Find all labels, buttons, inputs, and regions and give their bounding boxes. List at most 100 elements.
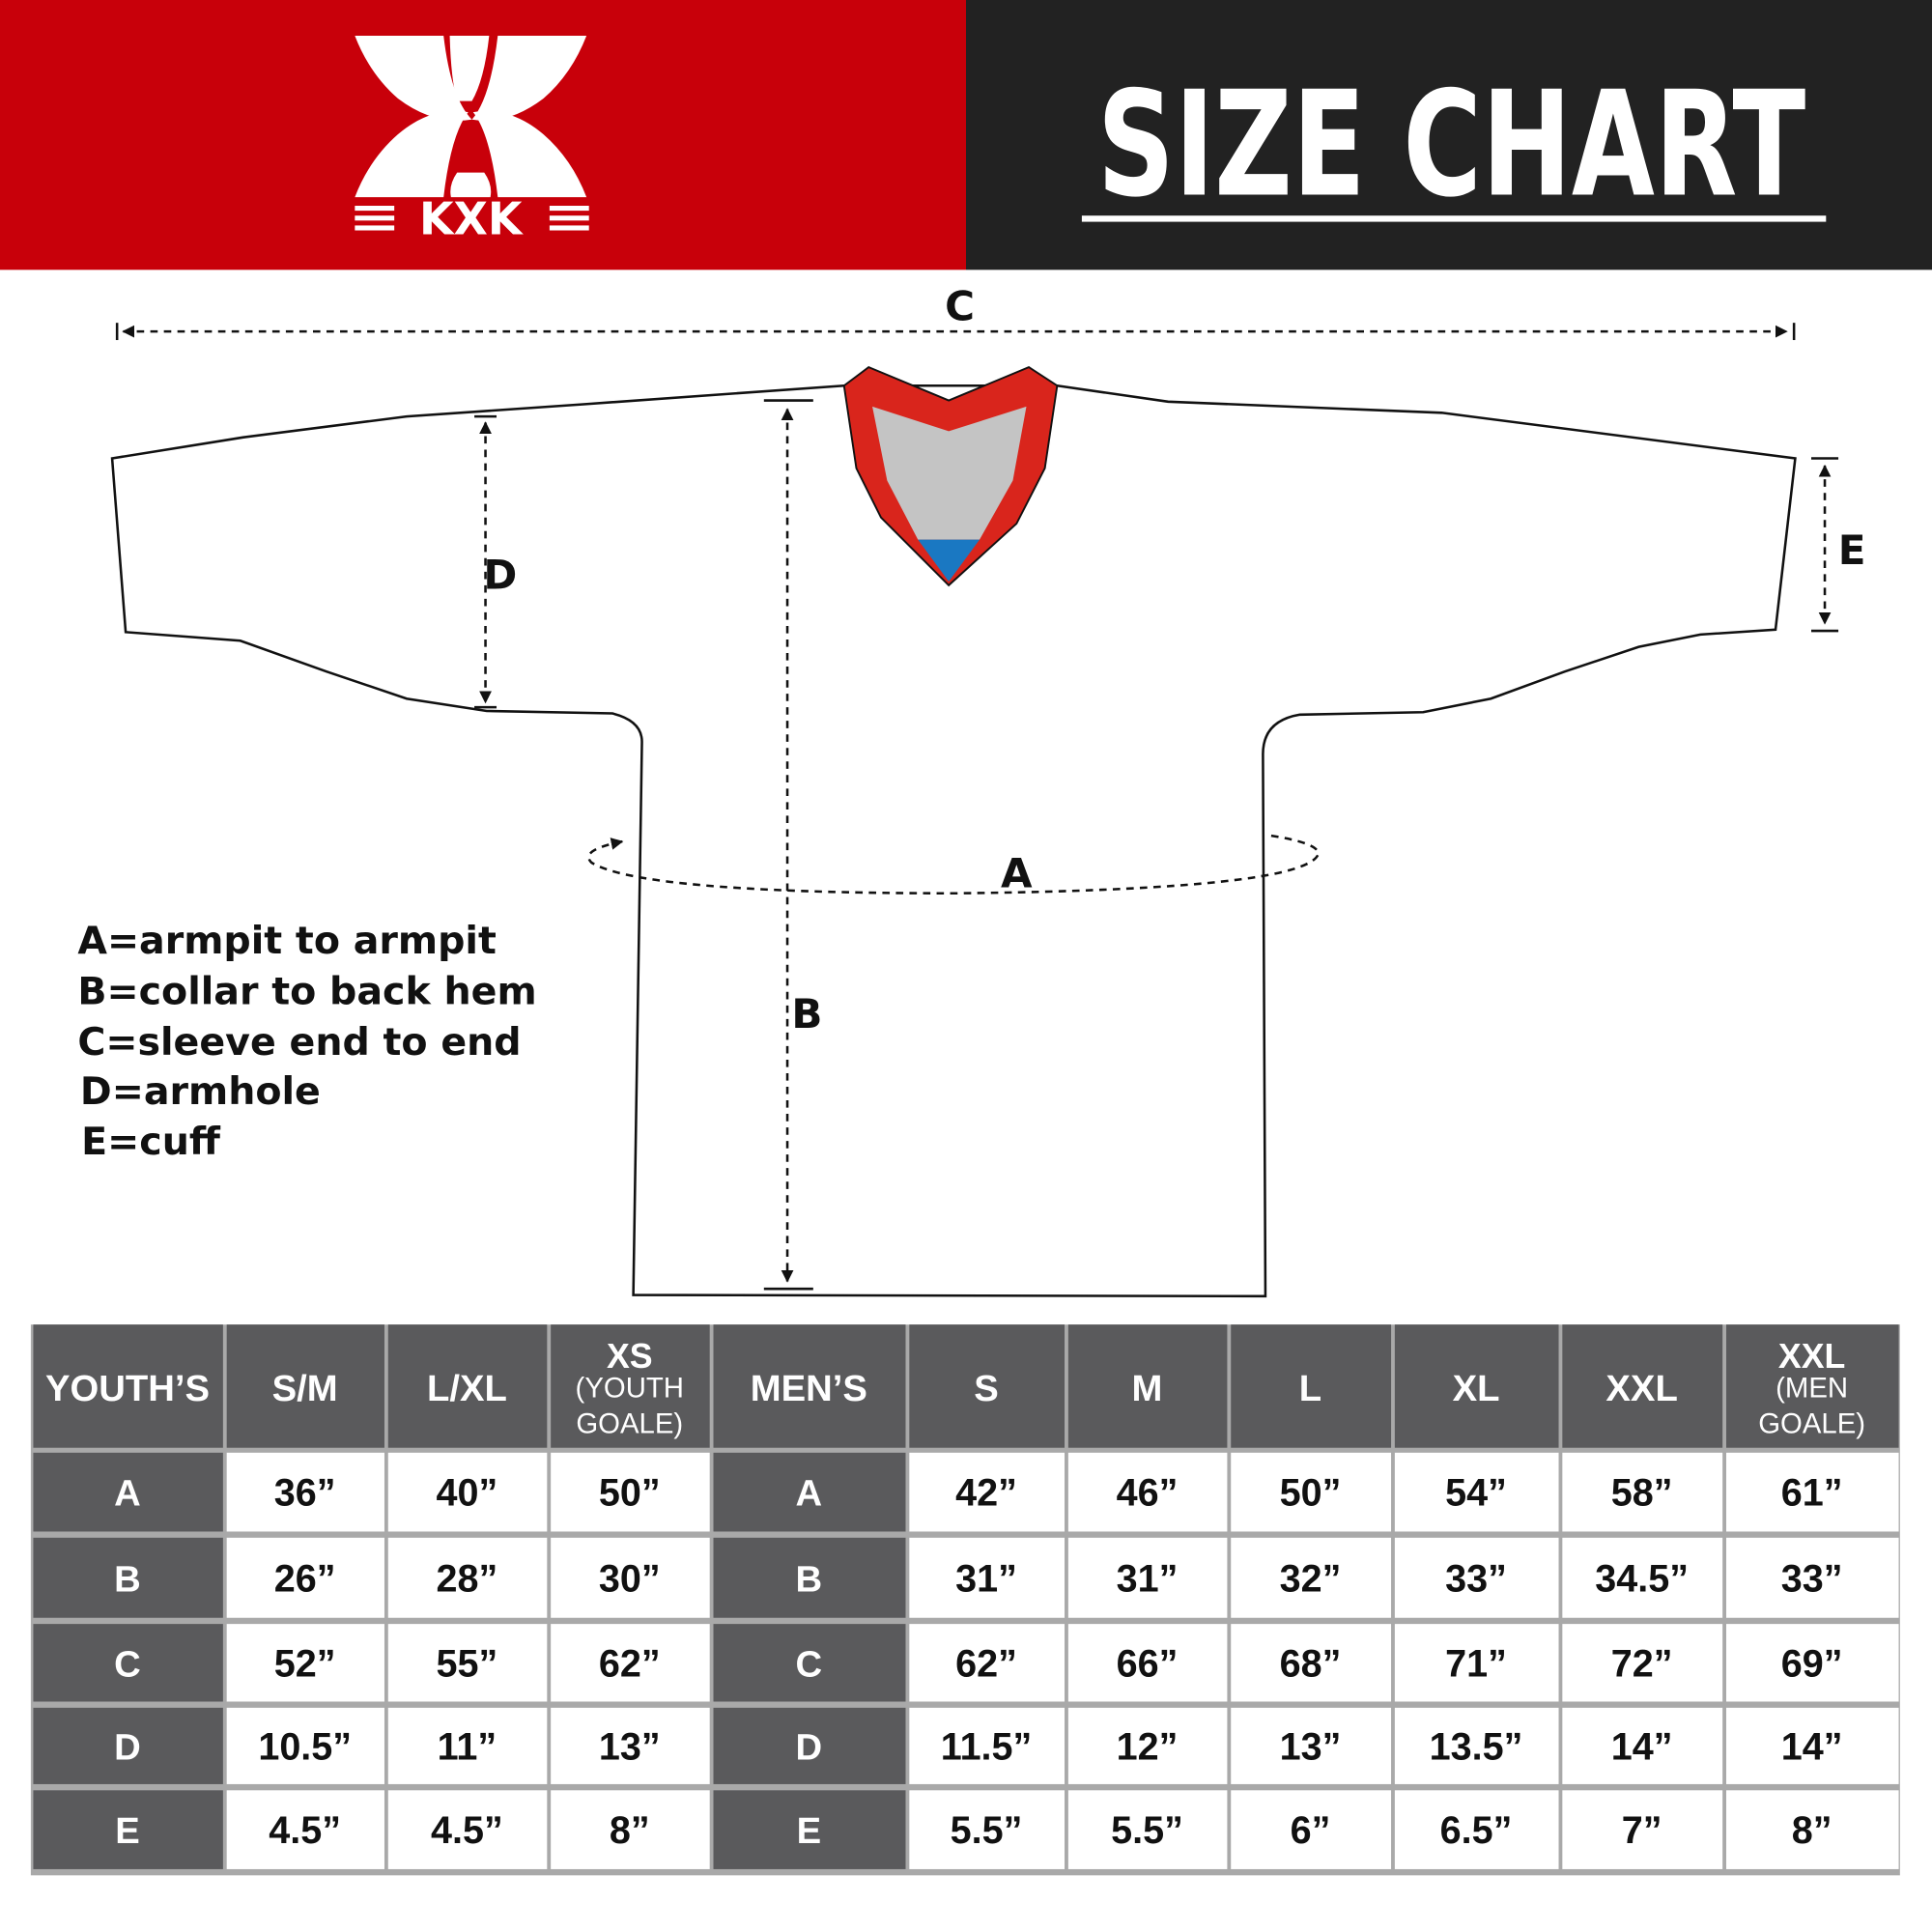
row-label-cell	[713, 1537, 906, 1618]
cell-value: 30”	[599, 1557, 661, 1600]
header-sublabel: GOALE)	[1758, 1407, 1865, 1439]
header-label: S/M	[272, 1368, 338, 1409]
row-label: E	[115, 1810, 140, 1852]
legend-item: A=armpit to armpit	[77, 919, 497, 963]
cell-value: 31”	[1117, 1557, 1179, 1600]
table-cell	[551, 1452, 710, 1532]
table-cell	[551, 1790, 710, 1869]
header-cell	[226, 1324, 384, 1448]
header-label: L	[1299, 1368, 1321, 1409]
header-cell	[387, 1324, 548, 1448]
cell-value: 66”	[1117, 1642, 1179, 1685]
table-cell	[1562, 1790, 1723, 1869]
row-label-cell	[33, 1537, 223, 1618]
header-sublabel: GOALE)	[576, 1407, 683, 1439]
table-cell	[909, 1624, 1065, 1702]
measurement-legend: A=armpit to armpit B=collar to back hem …	[77, 919, 536, 1164]
cell-value: 52”	[274, 1642, 336, 1685]
label-b: B	[791, 990, 822, 1037]
header-label: M	[1132, 1368, 1163, 1409]
table-cell	[1562, 1537, 1723, 1618]
table-cell	[226, 1537, 384, 1618]
cell-value: 14”	[1611, 1725, 1673, 1768]
cell-value: 31”	[955, 1557, 1017, 1600]
jersey-diagram	[110, 366, 1797, 1298]
table-cell	[1394, 1537, 1559, 1618]
table-cell	[1067, 1537, 1228, 1618]
header-cell	[33, 1324, 223, 1448]
header-cell	[1725, 1324, 1899, 1448]
table-cell	[387, 1624, 548, 1702]
title-underline	[1081, 215, 1827, 222]
header-label: XS	[607, 1337, 653, 1376]
table-cell	[387, 1707, 548, 1784]
row-label-cell	[713, 1624, 906, 1702]
row-label-cell	[713, 1790, 906, 1869]
header-label: L/XL	[427, 1368, 507, 1409]
header-cell	[713, 1324, 906, 1448]
table-cell	[1067, 1707, 1228, 1784]
cell-value: 46”	[1117, 1472, 1179, 1515]
table-cell	[1231, 1790, 1392, 1869]
legend-item: E=cuff	[81, 1120, 221, 1164]
cell-value: 4.5”	[269, 1809, 341, 1852]
cell-value: 5.5”	[1111, 1809, 1183, 1852]
table-cell	[909, 1537, 1065, 1618]
cell-value: 10.5”	[258, 1725, 352, 1768]
cell-value: 50”	[599, 1472, 661, 1515]
cell-value: 62”	[599, 1642, 661, 1685]
cell-value: 13”	[599, 1725, 661, 1768]
cell-value: 50”	[1280, 1472, 1342, 1515]
row-label-cell	[713, 1707, 906, 1784]
table-cell	[226, 1452, 384, 1532]
row-label-cell	[33, 1452, 223, 1532]
header-label: XXL	[1605, 1368, 1677, 1409]
cell-value: 7”	[1622, 1809, 1662, 1852]
cell-value: 11”	[438, 1725, 497, 1768]
row-label: E	[797, 1810, 822, 1852]
table-cell	[1394, 1624, 1559, 1702]
row-label: B	[114, 1558, 141, 1600]
header-label: MEN’S	[751, 1368, 867, 1409]
table-cell	[1725, 1537, 1899, 1618]
cell-value: 4.5”	[431, 1809, 503, 1852]
row-label-cell	[33, 1790, 223, 1869]
collar-inner	[872, 406, 1027, 540]
table-cell	[909, 1707, 1065, 1784]
table-cell	[1394, 1707, 1559, 1784]
cell-value: 32”	[1280, 1557, 1342, 1600]
row-label: A	[796, 1473, 823, 1515]
cell-value: 62”	[955, 1642, 1017, 1685]
table-cell	[551, 1537, 710, 1618]
cell-value: 13”	[1280, 1725, 1342, 1768]
table-cell	[1725, 1790, 1899, 1869]
table-cell	[1231, 1452, 1392, 1532]
row-label: C	[114, 1643, 141, 1685]
header-sublabel: (YOUTH	[576, 1372, 684, 1404]
cell-value: 8”	[1792, 1809, 1833, 1852]
label-a: A	[1001, 849, 1033, 896]
table-cell	[1725, 1452, 1899, 1532]
label-c: C	[945, 283, 975, 330]
row-label: A	[114, 1473, 141, 1515]
table-cell	[1562, 1707, 1723, 1784]
row-label: D	[796, 1726, 823, 1768]
header-label: XL	[1453, 1368, 1500, 1409]
title-banner	[966, 0, 1932, 270]
table-cell	[387, 1790, 548, 1869]
row-label-cell	[713, 1452, 906, 1532]
table-cell	[1231, 1624, 1392, 1702]
table-cell	[387, 1537, 548, 1618]
table-cell	[909, 1452, 1065, 1532]
cell-value: 54”	[1445, 1472, 1507, 1515]
header-label: S	[974, 1368, 999, 1409]
table-cell	[1725, 1707, 1899, 1784]
cell-value: 6.5”	[1440, 1809, 1513, 1852]
table-cell	[1725, 1624, 1899, 1702]
jersey-outline	[110, 384, 1797, 1298]
cell-value: 11.5”	[941, 1725, 1033, 1768]
cell-value: 13.5”	[1430, 1725, 1523, 1768]
cell-value: 58”	[1611, 1472, 1673, 1515]
header-cell	[1067, 1324, 1228, 1448]
